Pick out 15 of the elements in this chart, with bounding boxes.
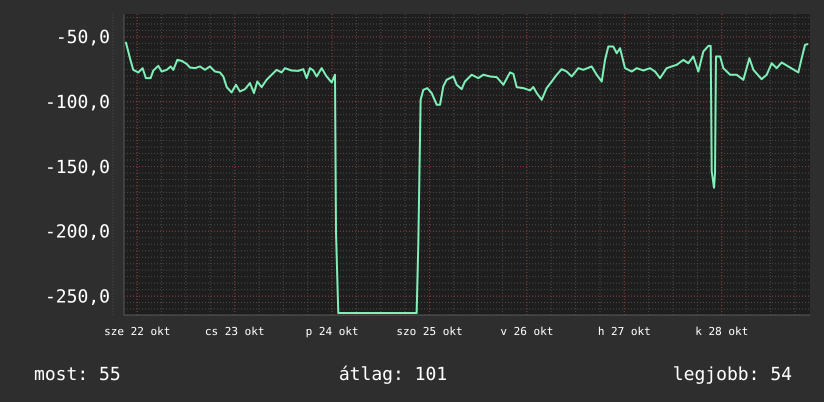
y-tick-label: -250,0 (44, 286, 110, 308)
x-tick-label: v 26 okt (500, 325, 554, 338)
y-tick-label: -100,0 (44, 92, 110, 114)
x-tick-label: k 28 okt (695, 325, 748, 338)
x-tick-label: p 24 okt (306, 325, 359, 338)
y-tick-label: -150,0 (44, 156, 110, 178)
y-tick-label: -50,0 (56, 27, 110, 48)
text: átlag: 101 (338, 364, 448, 385)
x-tick-label: szo 25 okt (396, 325, 463, 338)
x-tick-label: h 27 okt (598, 325, 651, 338)
text: legjobb: 54 (672, 364, 792, 385)
x-tick-label: cs 23 okt (204, 325, 264, 338)
x-tick-label: sze 22 okt (104, 325, 170, 338)
text: most: 55 (34, 364, 121, 385)
y-tick-label: -200,0 (44, 222, 110, 243)
